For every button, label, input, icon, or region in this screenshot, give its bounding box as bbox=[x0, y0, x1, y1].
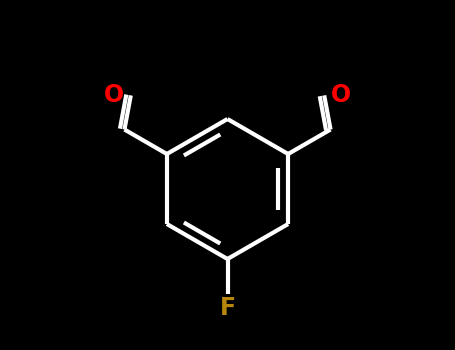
Text: O: O bbox=[104, 83, 124, 107]
Text: O: O bbox=[331, 83, 351, 107]
Text: F: F bbox=[219, 296, 236, 320]
